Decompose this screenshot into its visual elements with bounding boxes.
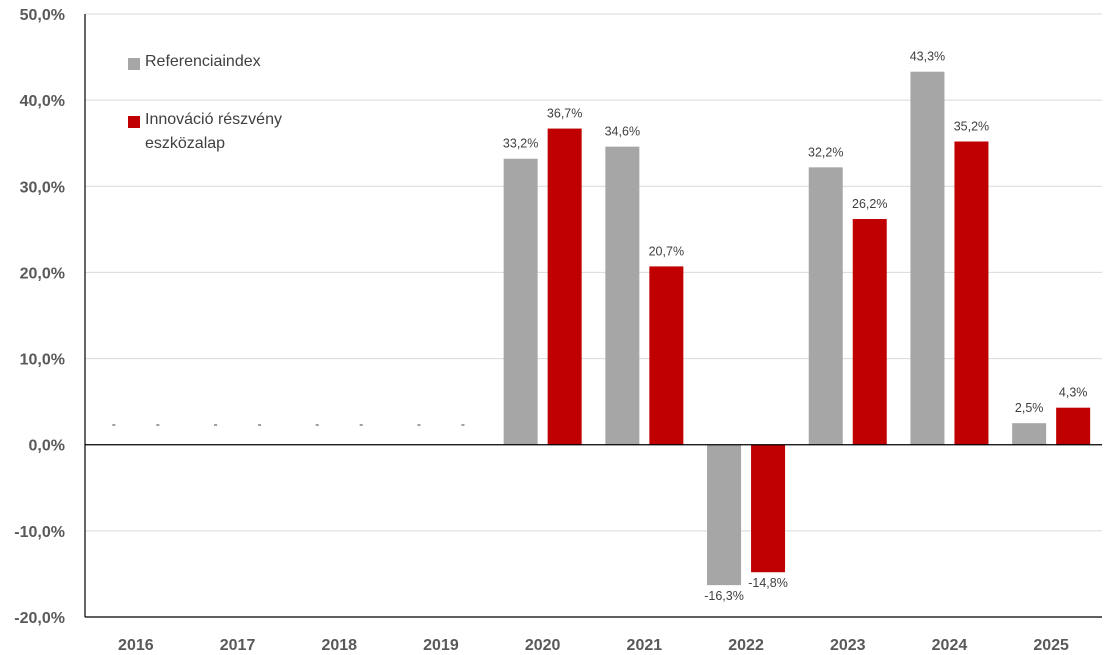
bar [954,141,989,445]
bar [1056,407,1091,445]
x-tick-label: 2017 [220,637,256,654]
x-tick-label: 2025 [1033,637,1069,654]
axes [84,14,1102,618]
data-label: 32,2% [808,145,843,159]
data-label: 33,2% [503,137,538,151]
legend-label: Referenciaindex [145,53,261,70]
y-tick-label: -20,0% [14,610,65,627]
bar [751,444,786,573]
y-tick-label: 0,0% [29,438,65,455]
x-tick-label: 2016 [118,637,154,654]
bars [503,71,1091,586]
x-axis-tick-labels: 2016 2017 2018 2019 2020 2021 2022 2023 2024 2025 [118,637,1069,654]
gridlines [85,13,1102,618]
data-label: - [359,418,363,432]
data-label: 4,3% [1059,386,1088,400]
data-label: - [156,418,160,432]
data-label: -14,8% [748,576,788,590]
bar [605,146,640,445]
x-tick-label: 2024 [932,637,968,654]
data-label: 2,5% [1015,401,1044,415]
x-tick-label: 2020 [525,637,561,654]
legend: Referenciaindex Innováció részvény eszköza… [128,53,282,152]
data-label: - [257,418,261,432]
bar [649,266,684,445]
data-label: - [417,418,421,432]
bar [1012,423,1047,445]
y-tick-label: 10,0% [20,352,65,369]
bar [503,158,538,445]
y-tick-label: 20,0% [20,265,65,282]
bar [910,71,945,445]
data-label: 34,6% [605,125,640,139]
data-label: - [461,418,465,432]
data-label: 36,7% [547,107,582,121]
bar [547,128,582,445]
data-label: 35,2% [954,119,989,133]
data-label: -16,3% [704,589,744,603]
y-tick-label: -10,0% [14,524,65,541]
y-tick-label: 30,0% [20,179,65,196]
x-tick-label: 2019 [423,637,459,654]
data-label: - [315,418,319,432]
legend-label: eszközalap [145,135,225,152]
legend-swatch [128,116,140,128]
y-tick-label: 50,0% [20,7,65,24]
legend-swatch [128,58,140,70]
x-tick-label: 2018 [321,637,357,654]
bar [707,444,742,586]
data-label: 20,7% [649,244,684,258]
bar [808,167,843,445]
x-tick-label: 2023 [830,637,866,654]
legend-label: Innováció részvény [145,111,282,128]
x-tick-label: 2021 [627,637,663,654]
data-label: - [112,418,116,432]
y-axis-tick-labels: 50,0% 40,0% 30,0% 20,0% 10,0% 0,0% -10,0% -20,0… [14,7,65,627]
data-label: 43,3% [910,50,945,64]
bar [852,219,887,445]
data-label: - [213,418,217,432]
data-labels: - - - - - - - - 33,2% 36,7% 34,6% 20,7% -16,3% -14,8%… [112,50,1088,603]
y-tick-label: 40,0% [20,93,65,110]
data-label: 26,2% [852,197,887,211]
x-tick-label: 2022 [728,637,764,654]
